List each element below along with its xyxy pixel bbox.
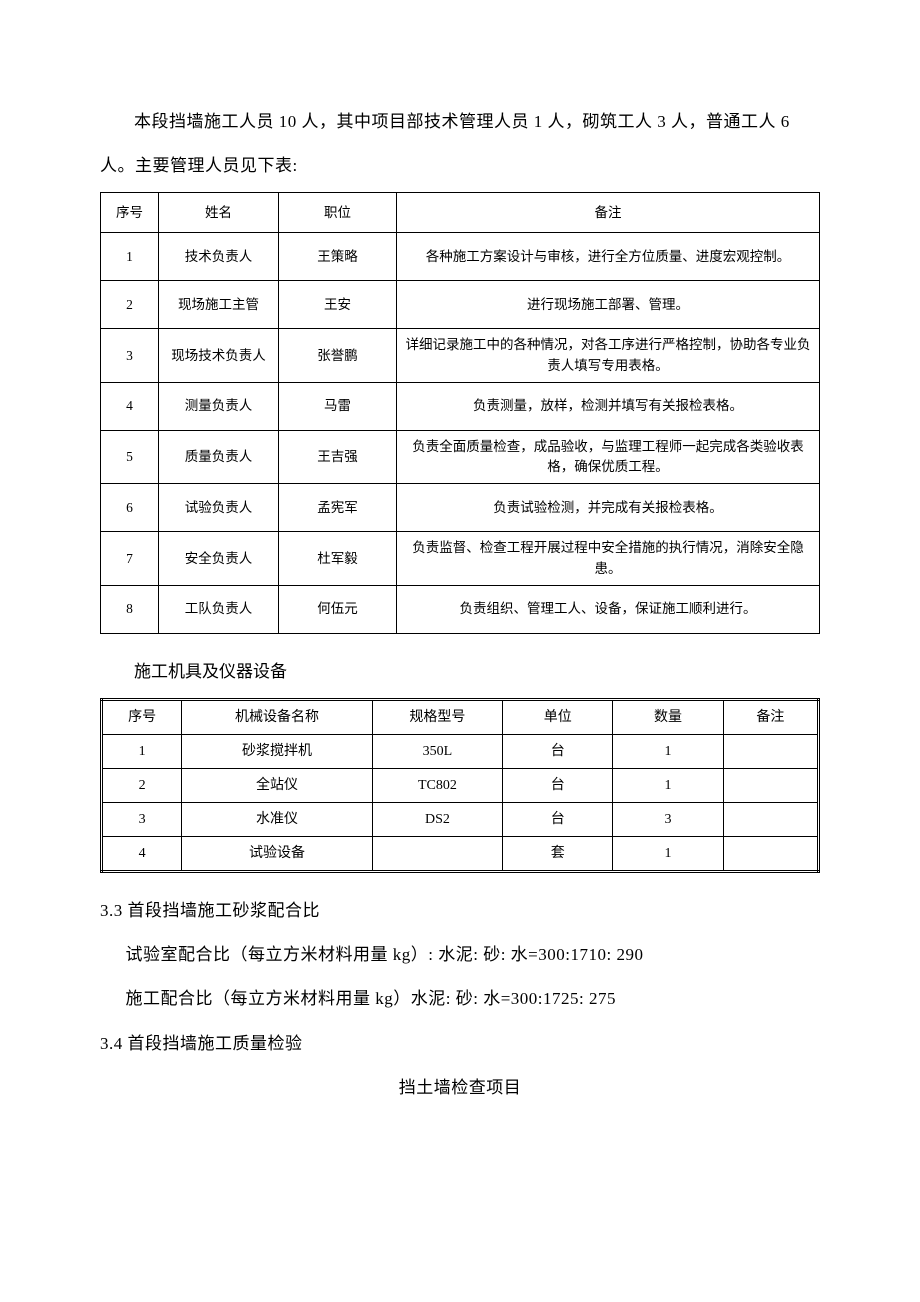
table-row: 2 全站仪 TC802 台 1 [102, 769, 819, 803]
personnel-table: 序号 姓名 职位 备注 1 技术负责人 王策略 各种施工方案设计与审核，进行全方… [100, 192, 820, 634]
th-position: 职位 [279, 193, 397, 233]
table-row: 8 工队负责人 何伍元 负责组织、管理工人、设备，保证施工顺利进行。 [101, 585, 820, 633]
cell-remark [723, 837, 818, 872]
cell-equip-name: 试验设备 [182, 837, 373, 872]
cell-position: 王策略 [279, 233, 397, 281]
table-row: 3 现场技术负责人 张誉鹏 详细记录施工中的各种情况，对各工序进行严格控制，协助… [101, 329, 820, 383]
equipment-heading: 施工机具及仪器设备 [100, 650, 820, 694]
cell-seq: 1 [102, 735, 182, 769]
cell-seq: 4 [102, 837, 182, 872]
table-row: 4 测量负责人 马雷 负责测量，放样，检测并填写有关报检表格。 [101, 382, 820, 430]
cell-remark: 负责试验检测，并完成有关报检表格。 [397, 484, 820, 532]
cell-remark [723, 803, 818, 837]
cell-qty: 3 [613, 803, 723, 837]
cell-position: 王安 [279, 281, 397, 329]
cell-unit: 台 [503, 735, 613, 769]
table-row: 1 砂浆搅拌机 350L 台 1 [102, 735, 819, 769]
table-header-row: 序号 姓名 职位 备注 [101, 193, 820, 233]
cell-unit: 套 [503, 837, 613, 872]
cell-remark: 详细记录施工中的各种情况，对各工序进行严格控制，协助各专业负责人填写专用表格。 [397, 329, 820, 383]
site-mix-ratio: 施工配合比（每立方米材料用量 kg）水泥: 砂: 水=300:1725: 275 [100, 977, 820, 1021]
cell-remark: 各种施工方案设计与审核，进行全方位质量、进度宏观控制。 [397, 233, 820, 281]
cell-model: TC802 [372, 769, 502, 803]
intro-paragraph: 本段挡墙施工人员 10 人，其中项目部技术管理人员 1 人，砌筑工人 3 人，普… [100, 100, 820, 188]
cell-seq: 2 [101, 281, 159, 329]
cell-qty: 1 [613, 769, 723, 803]
cell-position: 马雷 [279, 382, 397, 430]
cell-equip-name: 水准仪 [182, 803, 373, 837]
cell-name: 现场施工主管 [159, 281, 279, 329]
cell-name: 安全负责人 [159, 532, 279, 586]
cell-position: 王吉强 [279, 430, 397, 484]
th-remark: 备注 [397, 193, 820, 233]
cell-name: 测量负责人 [159, 382, 279, 430]
section-3-4-title: 3.4 首段挡墙施工质量检验 [100, 1022, 820, 1066]
cell-remark: 负责监督、检查工程开展过程中安全措施的执行情况，消除安全隐患。 [397, 532, 820, 586]
cell-remark: 负责组织、管理工人、设备，保证施工顺利进行。 [397, 585, 820, 633]
cell-qty: 1 [613, 837, 723, 872]
th-qty: 数量 [613, 700, 723, 735]
cell-model: DS2 [372, 803, 502, 837]
lab-mix-ratio: 试验室配合比（每立方米材料用量 kg）: 水泥: 砂: 水=300:1710: … [100, 933, 820, 977]
table-row: 1 技术负责人 王策略 各种施工方案设计与审核，进行全方位质量、进度宏观控制。 [101, 233, 820, 281]
th-model: 规格型号 [372, 700, 502, 735]
cell-name: 现场技术负责人 [159, 329, 279, 383]
table-row: 2 现场施工主管 王安 进行现场施工部署、管理。 [101, 281, 820, 329]
check-items-title: 挡土墙检查项目 [100, 1066, 820, 1110]
cell-qty: 1 [613, 735, 723, 769]
table-row: 4 试验设备 套 1 [102, 837, 819, 872]
cell-name: 技术负责人 [159, 233, 279, 281]
section-3-3-title: 3.3 首段挡墙施工砂浆配合比 [100, 889, 820, 933]
cell-seq: 3 [101, 329, 159, 383]
cell-remark: 进行现场施工部署、管理。 [397, 281, 820, 329]
cell-seq: 5 [101, 430, 159, 484]
cell-name: 试验负责人 [159, 484, 279, 532]
cell-model: 350L [372, 735, 502, 769]
cell-seq: 3 [102, 803, 182, 837]
cell-position: 何伍元 [279, 585, 397, 633]
th-remark: 备注 [723, 700, 818, 735]
th-seq: 序号 [101, 193, 159, 233]
th-name: 姓名 [159, 193, 279, 233]
cell-remark: 负责测量，放样，检测并填写有关报检表格。 [397, 382, 820, 430]
th-unit: 单位 [503, 700, 613, 735]
cell-name: 工队负责人 [159, 585, 279, 633]
cell-seq: 7 [101, 532, 159, 586]
table-row: 3 水准仪 DS2 台 3 [102, 803, 819, 837]
cell-seq: 6 [101, 484, 159, 532]
cell-remark [723, 735, 818, 769]
cell-remark [723, 769, 818, 803]
th-seq: 序号 [102, 700, 182, 735]
cell-name: 质量负责人 [159, 430, 279, 484]
cell-unit: 台 [503, 803, 613, 837]
cell-position: 杜军毅 [279, 532, 397, 586]
cell-position: 张誉鹏 [279, 329, 397, 383]
cell-remark: 负责全面质量检查，成品验收，与监理工程师一起完成各类验收表格，确保优质工程。 [397, 430, 820, 484]
cell-position: 孟宪军 [279, 484, 397, 532]
cell-equip-name: 全站仪 [182, 769, 373, 803]
th-equip-name: 机械设备名称 [182, 700, 373, 735]
cell-equip-name: 砂浆搅拌机 [182, 735, 373, 769]
cell-seq: 4 [101, 382, 159, 430]
table-row: 5 质量负责人 王吉强 负责全面质量检查，成品验收，与监理工程师一起完成各类验收… [101, 430, 820, 484]
table-row: 7 安全负责人 杜军毅 负责监督、检查工程开展过程中安全措施的执行情况，消除安全… [101, 532, 820, 586]
table-header-row: 序号 机械设备名称 规格型号 单位 数量 备注 [102, 700, 819, 735]
cell-seq: 2 [102, 769, 182, 803]
cell-unit: 台 [503, 769, 613, 803]
cell-seq: 1 [101, 233, 159, 281]
cell-seq: 8 [101, 585, 159, 633]
cell-model [372, 837, 502, 872]
equipment-table: 序号 机械设备名称 规格型号 单位 数量 备注 1 砂浆搅拌机 350L 台 1… [100, 698, 820, 873]
table-row: 6 试验负责人 孟宪军 负责试验检测，并完成有关报检表格。 [101, 484, 820, 532]
